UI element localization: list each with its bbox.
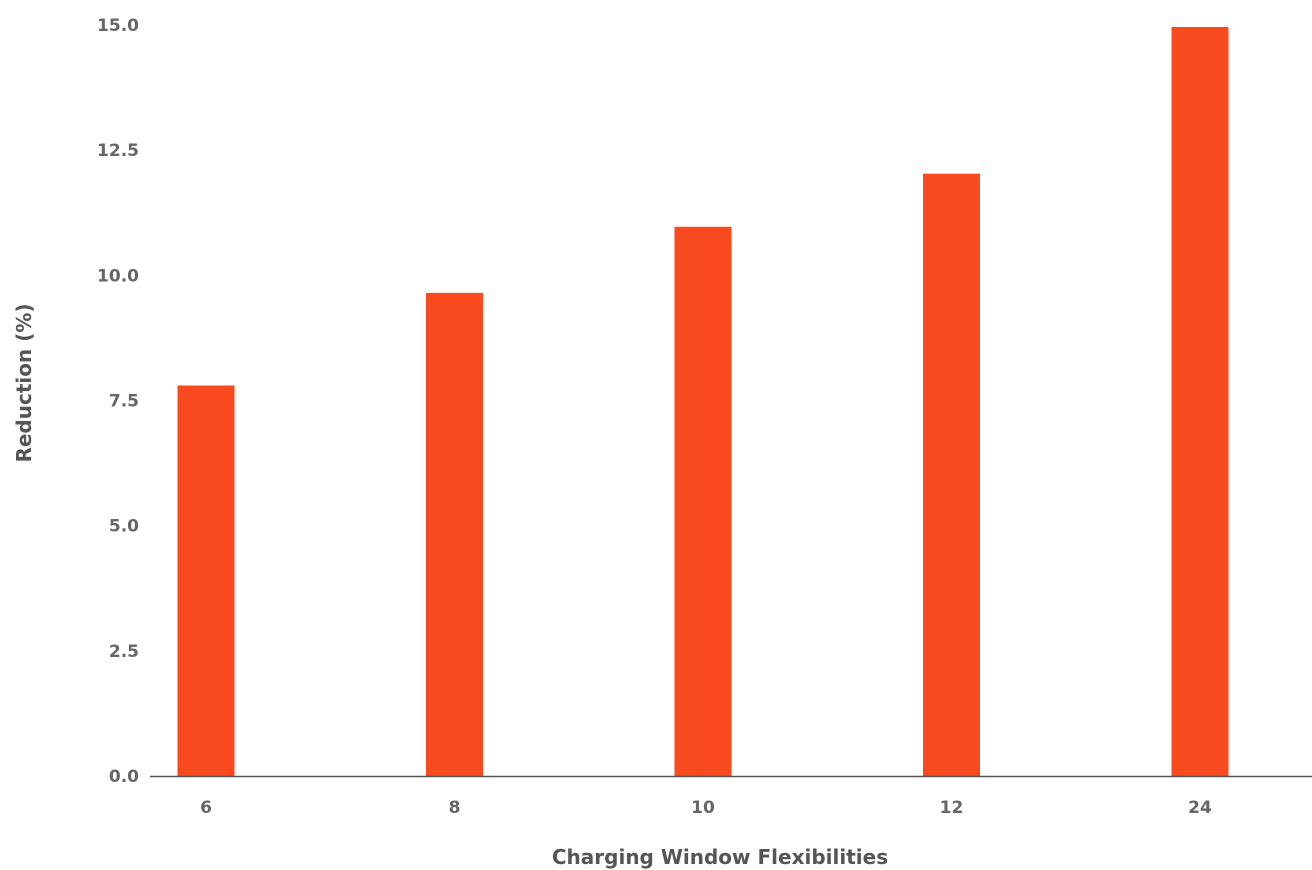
bar — [426, 292, 483, 776]
y-tick-label: 10.0 — [97, 266, 139, 286]
bars — [177, 27, 1229, 776]
x-tick-label: 24 — [1188, 798, 1212, 818]
x-tick-label: 6 — [200, 798, 212, 818]
y-tick-label: 12.5 — [97, 141, 139, 161]
x-tick-label: 12 — [940, 798, 964, 818]
bar — [923, 173, 980, 776]
y-axis-ticks: 0.0 2.5 5.0 7.5 10.0 12.5 15.0 — [97, 16, 139, 787]
y-tick-label: 5.0 — [109, 517, 139, 537]
y-tick-label: 7.5 — [109, 392, 139, 412]
x-axis-ticks: 6 8 10 12 24 — [200, 798, 1212, 818]
y-tick-label: 15.0 — [97, 16, 139, 36]
x-tick-label: 10 — [691, 798, 715, 818]
y-axis-title: Reduction (%) — [12, 303, 36, 462]
bar — [177, 385, 235, 776]
x-tick-label: 8 — [449, 798, 461, 818]
y-tick-label: 2.5 — [109, 642, 139, 662]
bar — [1171, 27, 1229, 776]
x-axis-title: Charging Window Flexibilities — [552, 845, 888, 869]
y-tick-label: 0.0 — [109, 767, 139, 787]
bar — [674, 226, 732, 776]
